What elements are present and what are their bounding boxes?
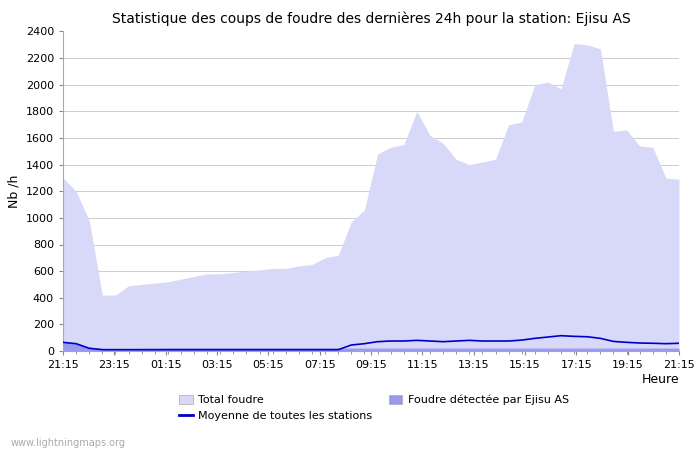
Text: www.lightningmaps.org: www.lightningmaps.org [10, 438, 125, 448]
Y-axis label: Nb /h: Nb /h [7, 175, 20, 208]
Legend: Total foudre, Moyenne de toutes les stations, Foudre détectée par Ejisu AS: Total foudre, Moyenne de toutes les stat… [179, 395, 569, 421]
Title: Statistique des coups de foudre des dernières 24h pour la station: Ejisu AS: Statistique des coups de foudre des dern… [111, 12, 631, 26]
Text: Heure: Heure [641, 374, 679, 387]
